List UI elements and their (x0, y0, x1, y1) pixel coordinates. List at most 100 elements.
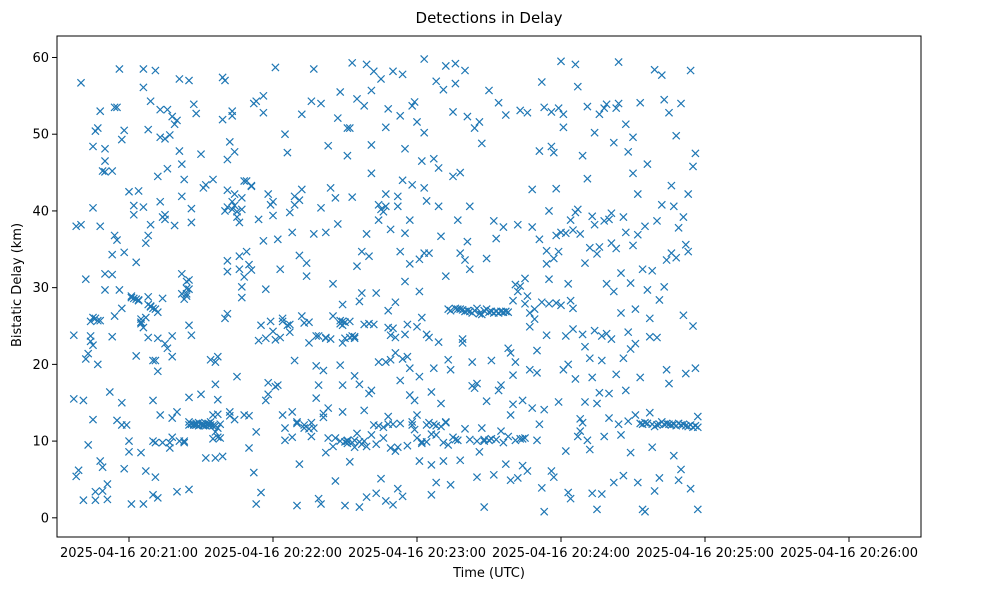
data-point (417, 439, 426, 448)
data-point (350, 334, 359, 343)
data-point (602, 100, 611, 109)
data-point (256, 488, 266, 497)
data-point (453, 216, 462, 225)
data-point (624, 328, 633, 337)
data-point (506, 410, 515, 420)
data-point (163, 344, 172, 353)
data-point (139, 323, 148, 332)
data-point (616, 269, 626, 278)
data-point (235, 252, 244, 261)
data-point (590, 128, 599, 137)
data-point (213, 424, 222, 433)
data-point (643, 160, 652, 169)
data-point (156, 410, 165, 420)
data-point (590, 326, 599, 335)
data-point (468, 358, 477, 367)
data-point (388, 420, 398, 429)
data-point (163, 164, 172, 173)
data-point (578, 151, 587, 160)
data-point (424, 418, 434, 427)
data-point (439, 85, 448, 94)
data-point (552, 298, 561, 308)
data-point (535, 420, 544, 429)
data-point (240, 176, 249, 186)
data-point (381, 496, 390, 505)
data-point (336, 361, 345, 370)
data-point (100, 285, 110, 294)
data-point (184, 285, 194, 294)
data-point (328, 279, 338, 288)
data-point (115, 64, 124, 74)
data-point (576, 427, 585, 436)
data-point (391, 447, 400, 456)
data-point (590, 220, 599, 229)
data-point (69, 394, 78, 403)
data-point (340, 437, 350, 446)
data-point (264, 390, 273, 399)
data-point (484, 436, 494, 445)
data-point (302, 259, 311, 268)
data-point (168, 433, 177, 442)
data-point (472, 379, 482, 388)
data-point (124, 447, 134, 456)
data-point (384, 104, 393, 113)
data-point (494, 386, 503, 395)
data-point (172, 487, 182, 496)
data-point (523, 108, 532, 117)
data-point (376, 474, 386, 483)
data-point (288, 407, 297, 416)
data-point (254, 336, 263, 345)
data-point (585, 445, 594, 454)
data-point (184, 275, 194, 285)
data-point (619, 354, 628, 363)
data-point (208, 175, 218, 184)
x-tick-label: 2025-04-16 20:24:00 (492, 546, 630, 561)
data-point (434, 163, 443, 172)
data-point (252, 427, 261, 436)
data-point (393, 202, 402, 211)
data-point (278, 317, 287, 326)
data-point (328, 442, 338, 451)
data-point (549, 254, 558, 263)
data-point (592, 399, 602, 408)
data-point (554, 104, 563, 113)
data-point (648, 266, 657, 275)
data-point (465, 265, 474, 274)
data-point (664, 379, 674, 388)
data-point (691, 149, 700, 158)
data-point (556, 57, 566, 66)
data-point (441, 417, 450, 426)
data-point (602, 279, 611, 288)
data-point (112, 103, 122, 112)
data-point (470, 124, 479, 133)
data-point (607, 335, 616, 344)
data-point (624, 417, 633, 426)
data-point (304, 318, 314, 327)
data-point (525, 322, 534, 331)
data-point (158, 438, 167, 447)
data-point (564, 488, 573, 497)
data-point (307, 97, 316, 106)
data-point (681, 369, 690, 378)
data-point (648, 443, 657, 452)
data-point (456, 249, 465, 258)
data-point (76, 220, 86, 229)
data-point (206, 417, 215, 426)
data-point (532, 368, 542, 377)
data-point (398, 354, 407, 364)
data-point (432, 478, 441, 487)
data-point (657, 200, 666, 209)
data-point (511, 436, 520, 445)
data-point (139, 64, 148, 74)
data-point (415, 255, 424, 264)
data-point (672, 131, 681, 140)
data-point (554, 397, 563, 406)
data-point (100, 269, 110, 278)
data-point (100, 144, 110, 153)
data-point (156, 133, 165, 142)
data-point (621, 386, 630, 395)
data-point (458, 335, 467, 344)
data-point (408, 180, 417, 189)
data-point (676, 465, 686, 474)
data-point (652, 420, 662, 430)
